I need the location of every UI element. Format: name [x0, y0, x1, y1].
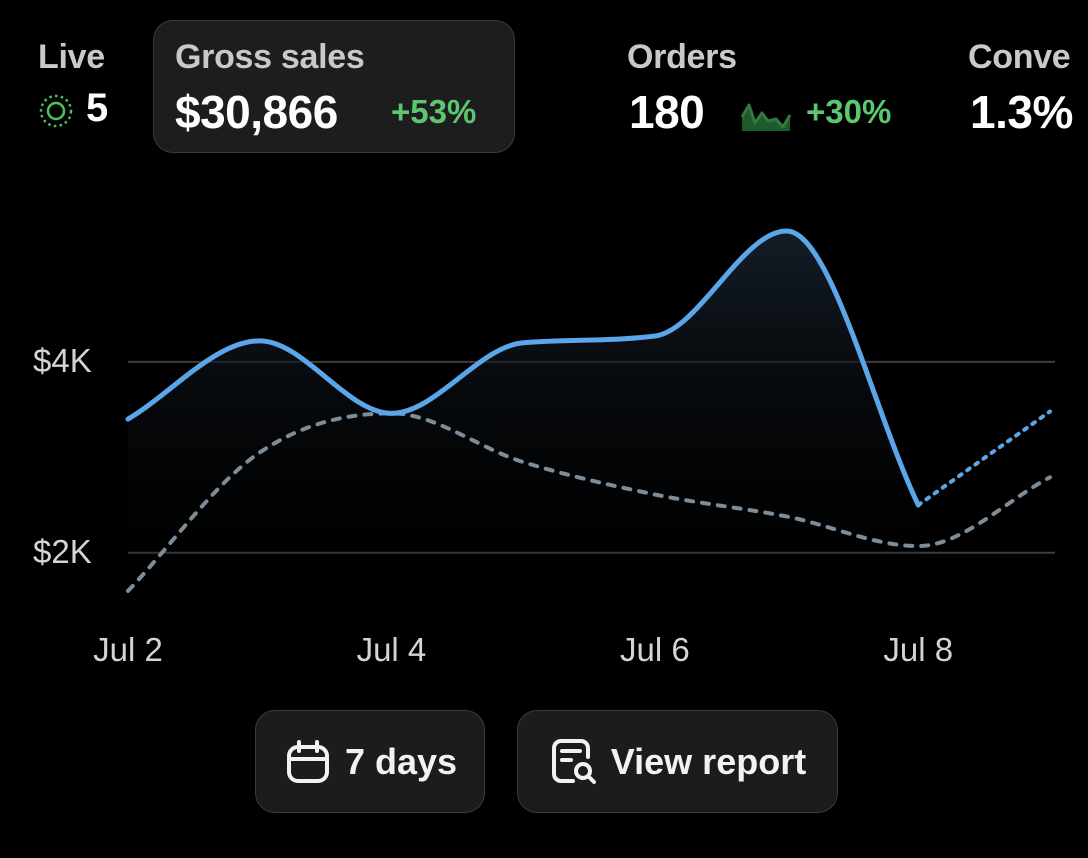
date-range-button[interactable]: 7 days	[255, 710, 485, 813]
y-tick-label: $4K	[33, 341, 92, 379]
gross-sales-value: $30,866	[175, 86, 338, 138]
y-tick-label: $2K	[33, 532, 92, 570]
metrics-bar: Live 5 Gross sales $30,866 +53% Orders 1…	[0, 0, 1088, 170]
live-visitor-count: 5	[86, 86, 108, 130]
x-tick-label: Jul 4	[356, 631, 427, 668]
metric-gross-sales-card[interactable]	[153, 20, 515, 153]
live-pulse-icon	[39, 94, 73, 128]
chart-area	[128, 231, 919, 610]
orders-value: 180	[629, 86, 705, 138]
sales-line-chart	[125, 228, 1055, 610]
gross-sales-change: +53%	[391, 93, 477, 130]
live-label: Live	[38, 38, 105, 76]
x-tick-label: Jul 8	[883, 631, 954, 668]
current-series-projection	[916, 409, 1052, 507]
view-report-button[interactable]: View report	[517, 710, 838, 813]
sparkline-icon	[740, 103, 792, 131]
orders-change: +30%	[806, 93, 892, 130]
x-tick-label: Jul 6	[619, 631, 690, 668]
gross-sales-label: Gross sales	[175, 38, 365, 76]
view-report-label: View report	[610, 740, 807, 782]
conversion-value: 1.3%	[970, 86, 1073, 138]
sales-chart: $4K $2K Jul 2 Jul 4 Jul 6 Jul 8	[0, 170, 1088, 700]
calendar-icon	[286, 739, 329, 783]
date-range-label: 7 days	[344, 740, 458, 782]
chart-series	[125, 228, 1052, 593]
x-tick-label: Jul 2	[93, 631, 163, 668]
orders-label: Orders	[627, 38, 737, 76]
current-series-line	[125, 228, 921, 508]
report-search-icon	[551, 738, 596, 784]
comparison-series-line	[126, 411, 1052, 593]
conversion-label: Conve	[968, 38, 1071, 76]
current-series-area	[128, 231, 919, 610]
